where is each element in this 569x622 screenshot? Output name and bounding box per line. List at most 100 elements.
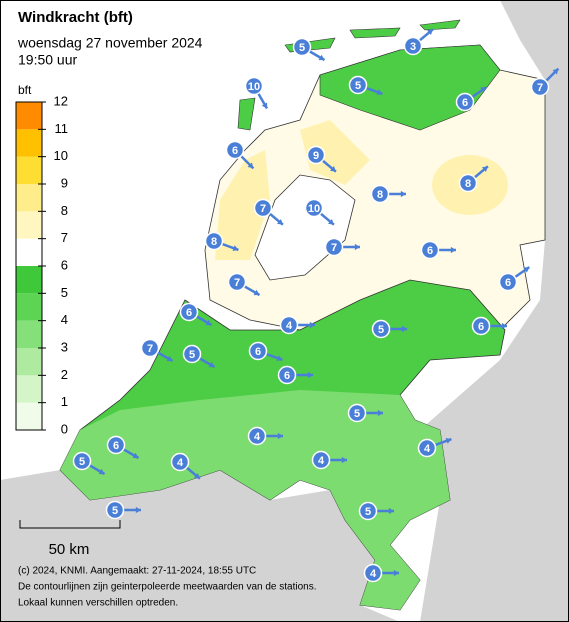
station: 6 — [179, 302, 213, 327]
station-marker — [72, 451, 92, 471]
station: 7 — [324, 237, 360, 257]
station-marker — [363, 563, 383, 583]
station: 3 — [403, 28, 434, 56]
station-marker — [347, 403, 367, 423]
title: Windkracht (bft) — [18, 9, 133, 26]
station-value: 7 — [537, 82, 543, 94]
arrow-head — [205, 319, 212, 326]
station-value: 10 — [248, 81, 260, 93]
station-marker — [370, 184, 390, 204]
station: 5 — [371, 319, 407, 339]
legend-band — [16, 211, 42, 239]
station-value: 4 — [424, 443, 431, 455]
arrow-head — [261, 102, 268, 109]
station-marker — [455, 92, 475, 112]
station-value: 5 — [112, 505, 118, 517]
station-value: 6 — [505, 277, 511, 289]
station: 6 — [471, 316, 507, 336]
legend-band — [16, 402, 42, 430]
station: 6 — [248, 341, 283, 362]
contour-7-8 — [215, 150, 270, 260]
station-value: 5 — [79, 456, 85, 468]
arrow-head — [98, 468, 105, 475]
station-value: 7 — [331, 242, 337, 254]
arrow-head — [208, 361, 215, 368]
station-value: 5 — [189, 349, 195, 361]
legend-band — [16, 156, 42, 184]
legend-tick-label: 7 — [61, 230, 68, 245]
station-value: 6 — [478, 321, 484, 333]
station: 10 — [304, 198, 335, 226]
legend-band — [16, 320, 42, 348]
arrow-head — [307, 371, 313, 379]
scale-line — [19, 520, 121, 529]
station-value: 9 — [313, 150, 319, 162]
arrow-head — [450, 246, 456, 254]
arrow-head — [132, 452, 139, 459]
station-marker — [498, 272, 518, 292]
station-marker — [105, 500, 125, 520]
station-value: 4 — [370, 568, 377, 580]
station-value: 5 — [365, 506, 371, 518]
station-marker — [170, 452, 190, 472]
legend-tick-label: 3 — [61, 339, 68, 354]
arrow-head — [523, 267, 530, 273]
station: 4 — [363, 563, 399, 583]
arrow-head — [309, 321, 315, 329]
station-marker — [420, 240, 440, 260]
arrow-head — [341, 456, 347, 464]
station-marker — [106, 435, 126, 455]
contour-8-9 — [300, 120, 370, 185]
arrow-head — [388, 507, 394, 515]
arrow-head — [377, 409, 383, 417]
arrow-head — [166, 355, 173, 362]
green-north — [319, 44, 501, 131]
station-marker — [179, 302, 199, 322]
station: 8 — [370, 184, 406, 204]
station-marker — [279, 315, 299, 335]
station-marker — [348, 75, 368, 95]
station-value: 7 — [260, 203, 266, 215]
arrow-head — [135, 506, 141, 514]
arrow-head — [247, 162, 254, 169]
station: 7 — [530, 67, 560, 97]
contour-4-5 — [60, 390, 450, 610]
station: 6 — [225, 140, 255, 170]
station: 7 — [140, 338, 174, 363]
footer-line: (c) 2024, KNMI. Aangemaakt: 27-11-2024, … — [18, 566, 256, 577]
legend-band — [16, 184, 42, 212]
station: 6 — [106, 435, 140, 460]
station: 4 — [170, 452, 201, 480]
legend-tick-label: 1 — [61, 394, 68, 409]
station-marker — [304, 198, 324, 218]
legend-tick-label: 6 — [61, 257, 68, 272]
scale-bar: 50 km — [19, 520, 121, 558]
station-marker — [204, 231, 224, 251]
station: 6 — [498, 266, 531, 292]
arrow-head — [276, 355, 283, 362]
station-value: 5 — [354, 408, 360, 420]
station: 10 — [244, 76, 269, 110]
arrow-head — [327, 219, 334, 225]
station: 5 — [72, 451, 106, 476]
arrow-head — [401, 325, 407, 333]
station-value: 8 — [211, 236, 217, 248]
legend-band — [16, 266, 42, 294]
legend-tick-label: 0 — [61, 421, 68, 436]
arrow-head — [354, 243, 360, 251]
station-marker — [403, 36, 423, 56]
arrow-head — [253, 289, 260, 296]
station-value: 6 — [427, 245, 433, 257]
station: 8 — [204, 231, 239, 252]
station-value: 5 — [299, 42, 305, 54]
legend-tick-label: 11 — [55, 121, 69, 136]
legend-band — [16, 102, 42, 130]
legend-tick-label: 10 — [54, 148, 68, 163]
station-value: 4 — [254, 431, 261, 443]
arrow-head — [193, 473, 200, 479]
station-value: 5 — [378, 324, 384, 336]
station-marker — [225, 140, 245, 160]
legend-tick-label: 8 — [61, 203, 68, 218]
